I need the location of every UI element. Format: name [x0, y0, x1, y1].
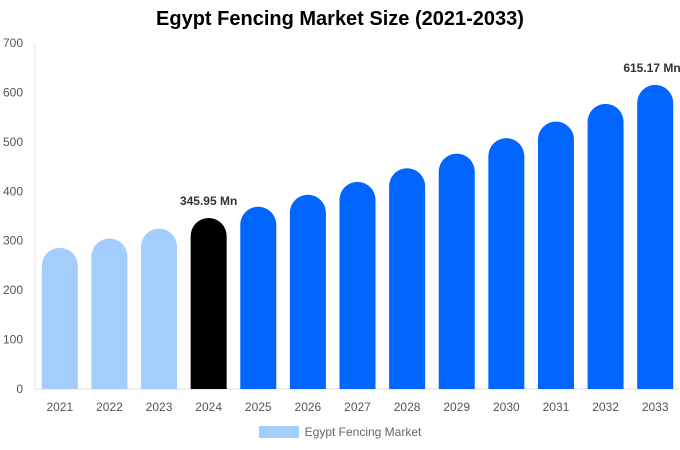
y-tick-label: 0	[16, 382, 23, 396]
bar-2032[interactable]	[587, 103, 624, 390]
x-tick-label: 2027	[344, 400, 371, 414]
x-tick-label: 2022	[96, 400, 123, 414]
data-label: 615.17 Mn	[623, 61, 680, 75]
y-tick-label: 500	[3, 135, 23, 149]
bar-2024[interactable]	[190, 218, 227, 389]
x-tick-label: 2024	[195, 400, 222, 414]
bar-2030[interactable]	[488, 138, 525, 389]
y-tick-label: 700	[3, 36, 23, 50]
bar-2033[interactable]	[637, 84, 674, 389]
x-tick-label: 2031	[543, 400, 570, 414]
x-tick-label: 2026	[295, 400, 322, 414]
x-tick-label: 2021	[46, 400, 73, 414]
y-tick-label: 300	[3, 234, 23, 248]
chart-title: Egypt Fencing Market Size (2021-2033)	[156, 8, 524, 30]
x-tick-label: 2028	[394, 400, 421, 414]
legend[interactable]: Egypt Fencing Market	[0, 425, 680, 439]
data-label: 345.95 Mn	[180, 194, 237, 208]
bar-2031[interactable]	[537, 121, 574, 390]
bar-2025[interactable]	[240, 206, 277, 389]
y-tick-label: 200	[3, 283, 23, 297]
bar-2028[interactable]	[389, 168, 426, 389]
legend-label: Egypt Fencing Market	[304, 425, 422, 439]
bar-2021[interactable]	[41, 247, 78, 389]
bar-2029[interactable]	[438, 153, 475, 389]
x-tick-label: 2023	[146, 400, 173, 414]
bar-2026[interactable]	[289, 194, 326, 389]
bar-2023[interactable]	[141, 228, 178, 389]
bar-2027[interactable]	[339, 181, 376, 389]
x-tick-label: 2029	[443, 400, 470, 414]
x-tick-label: 2025	[245, 400, 272, 414]
y-tick-label: 100	[3, 333, 23, 347]
y-tick-label: 400	[3, 184, 23, 198]
x-tick-label: 2030	[493, 400, 520, 414]
legend-swatch	[258, 426, 299, 438]
bar-2022[interactable]	[91, 238, 128, 389]
x-tick-label: 2033	[642, 400, 669, 414]
y-tick-label: 600	[3, 85, 23, 99]
x-tick-label: 2032	[592, 400, 619, 414]
